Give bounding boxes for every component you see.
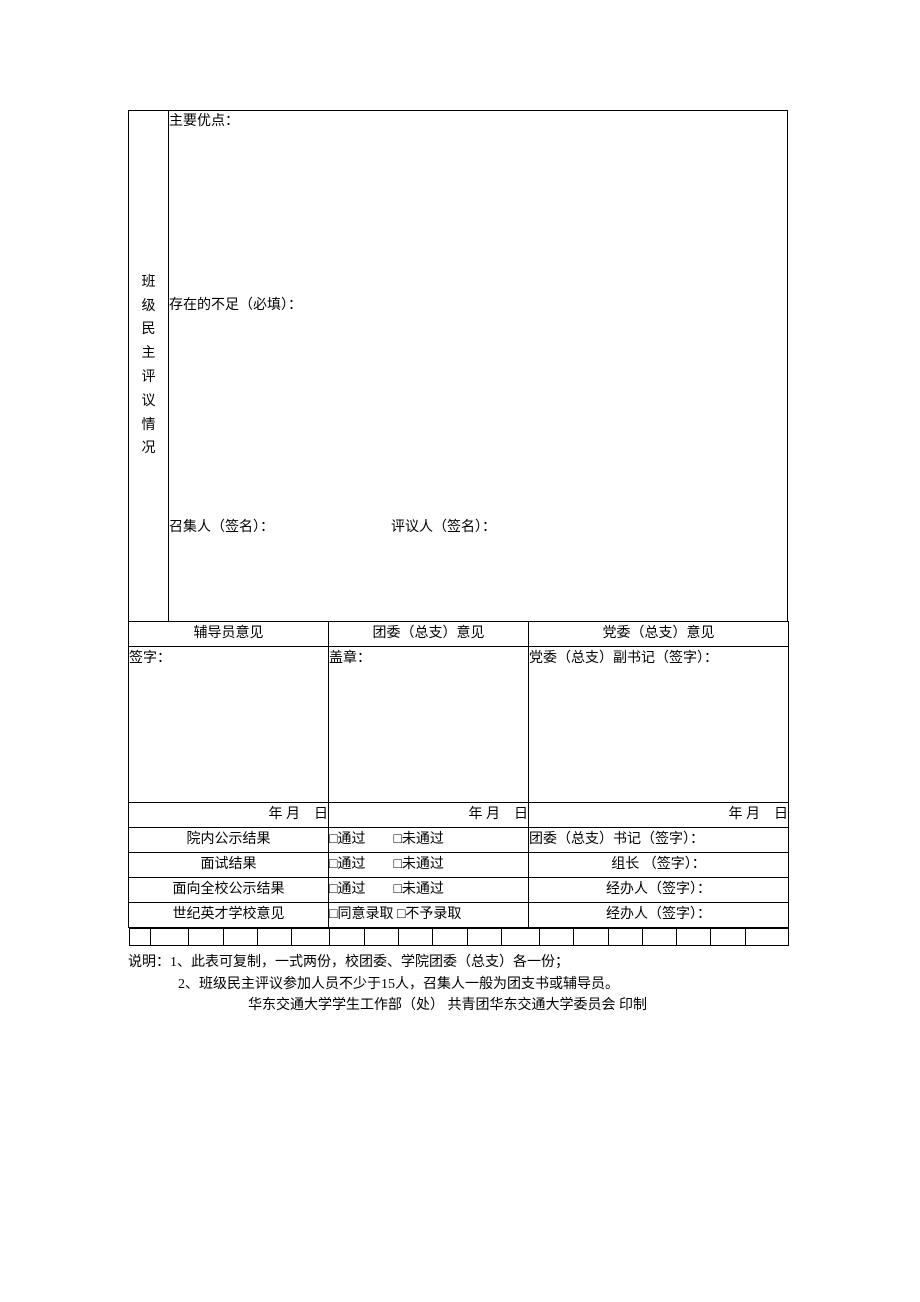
result3-label: 面向全校公示结果	[129, 878, 329, 903]
result1-options: □通过 □未通过	[329, 828, 529, 853]
result1-label: 院内公示结果	[129, 828, 329, 853]
result3-options: □通过 □未通过	[329, 878, 529, 903]
note-line1: 说明：1、此表可复制，一式两份，校团委、学院团委（总支）各一份；	[128, 952, 788, 974]
blank-grid-row	[129, 928, 789, 947]
league-date: 年 月 日	[329, 803, 529, 828]
result4-label: 世纪英才学校意见	[129, 903, 329, 928]
reviewer-label: 评议人（签名）：	[391, 520, 496, 535]
party-sig-label: 党委（总支）副书记（签字）：	[529, 647, 788, 667]
party-header: 党委（总支）意见	[529, 622, 789, 647]
result1-sig: 团委（总支）书记（签字）：	[529, 828, 789, 853]
opinion-body-row: 签字： 盖章： 党委（总支）副书记（签字）：	[129, 647, 789, 803]
counselor-date: 年 月 日	[129, 803, 329, 828]
weaknesses-label: 存在的不足（必填）：	[169, 298, 302, 313]
weaknesses-section: 存在的不足（必填）：	[169, 295, 787, 513]
note-line3: 华东交通大学学生工作部（处） 共青团华东交通大学委员会 印制	[248, 995, 788, 1017]
signatures-section: 召集人（签名）： 评议人（签名）：	[169, 517, 787, 617]
strengths-section: 主要优点：	[169, 111, 787, 291]
counselor-body: 签字：	[129, 647, 329, 803]
blank-grid	[129, 928, 789, 946]
form-page: 班级民主评议情况 主要优点： 存在的不足（必填）： 召集人（签名）： 评议人（签…	[128, 110, 788, 1017]
party-body: 党委（总支）副书记（签字）：	[529, 647, 789, 803]
note-line2: 2、班级民主评议参加人员不少于15人，召集人一般为团支书或辅导员。	[178, 974, 788, 996]
result4-options: □同意录取 □不予录取	[329, 903, 529, 928]
league-header: 团委（总支）意见	[329, 622, 529, 647]
result4-sig: 经办人（签字）：	[529, 903, 789, 928]
side-label-text: 班级民主评议情况	[129, 271, 168, 461]
counselor-sig-label: 签字：	[129, 647, 328, 667]
evaluation-form-table: 班级民主评议情况 主要优点： 存在的不足（必填）： 召集人（签名）： 评议人（签…	[128, 110, 788, 622]
footnote: 说明：1、此表可复制，一式两份，校团委、学院团委（总支）各一份； 2、班级民主评…	[128, 952, 788, 1017]
counselor-header: 辅导员意见	[129, 622, 329, 647]
result3-sig: 经办人（签字）：	[529, 878, 789, 903]
league-body: 盖章：	[329, 647, 529, 803]
opinions-table: 辅导员意见 团委（总支）意见 党委（总支）意见 签字： 盖章： 党委（总支）副书…	[128, 621, 789, 946]
evaluation-side-label: 班级民主评议情况	[129, 111, 169, 622]
strengths-label: 主要优点：	[169, 114, 239, 129]
result2-sig: 组长 （签字）：	[529, 853, 789, 878]
party-date: 年 月 日	[529, 803, 789, 828]
league-sig-label: 盖章：	[329, 647, 528, 667]
convener-label: 召集人（签名）：	[169, 520, 274, 535]
evaluation-content-cell: 主要优点： 存在的不足（必填）： 召集人（签名）： 评议人（签名）：	[169, 111, 788, 622]
result2-options: □通过 □未通过	[329, 853, 529, 878]
result2-label: 面试结果	[129, 853, 329, 878]
